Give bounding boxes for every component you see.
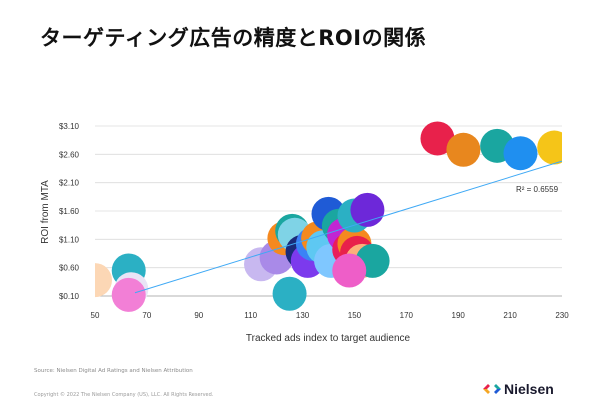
x-tick-labels: 50 70 90 110 130 150 170 190 210 230 (91, 311, 570, 320)
x-tick-label: 170 (400, 311, 414, 320)
y-tick-label: $1.60 (59, 207, 80, 216)
nielsen-mark-icon (483, 384, 501, 394)
x-axis-label: Tracked ads index to target audience (246, 333, 411, 344)
x-tick-label: 90 (194, 311, 203, 320)
nielsen-wordmark: Nielsen (504, 381, 554, 397)
data-point (446, 132, 481, 167)
y-tick-labels: $0.10 $0.60 $1.10 $1.60 $2.10 $2.60 $3.10 (59, 122, 80, 301)
y-tick-label: $1.10 (59, 235, 80, 244)
y-tick-label: $2.10 (59, 179, 80, 188)
data-point (503, 136, 538, 171)
data-point (272, 276, 307, 311)
data-point (537, 130, 562, 165)
y-tick-label: $0.60 (59, 264, 80, 273)
data-point (332, 253, 367, 288)
r-squared-label: R² = 0.6559 (516, 185, 559, 194)
nielsen-logo: Nielsen (483, 381, 554, 397)
x-tick-label: 210 (503, 311, 517, 320)
copyright-note: Copyright © 2022 The Nielsen Company (US… (34, 392, 214, 398)
y-tick-label: $3.10 (59, 122, 80, 131)
x-tick-label: 110 (244, 311, 257, 320)
trend-line (134, 160, 563, 294)
data-point (111, 277, 146, 312)
slide-title: ターゲティング広告の精度とROIの関係 (40, 26, 427, 50)
x-tick-label: 130 (296, 311, 310, 320)
x-tick-label: 190 (452, 311, 466, 320)
data-points (95, 121, 562, 312)
y-tick-label: $2.60 (59, 150, 80, 159)
data-point (95, 263, 112, 298)
data-point (350, 192, 385, 227)
x-tick-label: 50 (91, 311, 100, 320)
source-note: Source: Nielsen Digital Ad Ratings and N… (34, 368, 193, 374)
x-tick-label: 150 (348, 311, 362, 320)
x-tick-label: 70 (142, 311, 151, 320)
y-axis-label: ROI from MTA (40, 180, 51, 244)
y-tick-label: $0.10 (59, 292, 80, 301)
data-point (420, 121, 455, 156)
x-tick-label: 230 (555, 311, 569, 320)
